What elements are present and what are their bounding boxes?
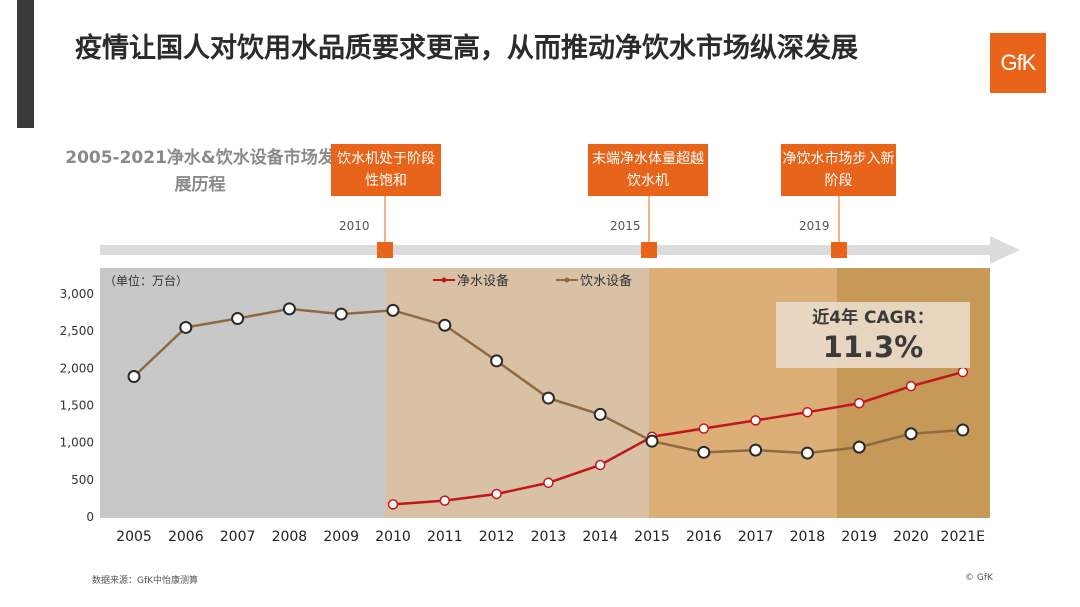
- gfk-logo: GfK: [990, 33, 1046, 93]
- data-point-dispenser: [231, 312, 245, 326]
- data-point-dispenser: [127, 370, 141, 384]
- timeline-year-2015: 2015: [610, 219, 641, 233]
- callout-2010: 饮水机处于阶段性饱和: [331, 144, 441, 196]
- data-point-dispenser: [697, 445, 711, 459]
- x-tick-label: 2012: [479, 529, 515, 545]
- y-tick-label: 3,000: [60, 287, 94, 301]
- x-axis: 2005 2006 2007 2008 2009 2010 2011 2012 2013 2014…: [116, 529, 985, 545]
- phase-bg-1: [100, 268, 385, 518]
- x-tick-label: 2011: [427, 529, 463, 545]
- x-tick-label: 2019: [841, 529, 877, 545]
- data-point-dispenser: [645, 434, 659, 448]
- copyright: © GfK: [965, 573, 993, 583]
- phase-bg-2: [385, 268, 649, 518]
- cagr-value: 11.3%: [823, 330, 924, 364]
- x-tick-label: 2005: [116, 529, 152, 545]
- timeline-arrow: [990, 236, 1020, 264]
- data-point-purifier: [905, 380, 917, 392]
- timeline-bar: [100, 245, 990, 255]
- x-tick-label: 2009: [323, 529, 359, 545]
- data-point-dispenser: [800, 446, 814, 460]
- page-title: 疫情让国人对饮用水品质要求更高，从而推动净饮水市场纵深发展: [75, 33, 858, 64]
- y-tick-label: 500: [71, 473, 94, 487]
- x-tick-label: 2021E: [941, 529, 985, 545]
- x-tick-label: 2014: [582, 529, 618, 545]
- y-tick-label: 2,000: [60, 361, 94, 375]
- data-point-purifier: [853, 398, 865, 409]
- data-point-purifier: [439, 495, 451, 506]
- legend-label-dispenser: 饮水设备: [580, 273, 632, 289]
- data-point-dispenser: [438, 318, 452, 332]
- data-point-purifier: [543, 477, 554, 489]
- data-point-dispenser: [956, 423, 970, 437]
- unit-label: （单位：万台）: [104, 273, 188, 288]
- legend-marker-purifier: [441, 277, 447, 283]
- data-point-purifier: [594, 459, 606, 471]
- data-point-purifier: [750, 415, 761, 426]
- x-tick-label: 2018: [790, 529, 826, 545]
- cagr-label: 近4年 CAGR：: [812, 307, 933, 328]
- y-axis: 0 500 1,000 1,500 2,000 2,500 3,000: [60, 287, 94, 524]
- series-points: [127, 302, 970, 510]
- y-tick-label: 0: [86, 510, 94, 524]
- chart-subtitle: 2005-2021净水&饮水设备市场发展历程: [65, 148, 335, 195]
- data-point-dispenser: [386, 303, 400, 317]
- x-tick-label: 2016: [686, 529, 722, 545]
- x-tick-label: 2015: [634, 529, 670, 545]
- y-tick-label: 1,500: [60, 399, 94, 413]
- data-point-dispenser: [334, 307, 348, 321]
- timeline-year-2010: 2010: [339, 219, 370, 233]
- x-tick-label: 2010: [375, 529, 411, 545]
- data-point-purifier: [698, 423, 710, 434]
- x-tick-label: 2007: [220, 529, 256, 545]
- data-point-dispenser: [282, 302, 296, 316]
- series-line-purifier: [392, 370, 964, 506]
- timeline-marker-2019: [831, 242, 847, 258]
- legend-label-purifier: 净水设备: [457, 273, 509, 289]
- timeline-marker-2015: [641, 242, 657, 258]
- data-point-dispenser: [904, 427, 918, 441]
- data-point-dispenser: [179, 320, 193, 334]
- timeline-marker-2010: [377, 242, 393, 258]
- data-point-purifier: [802, 406, 813, 418]
- data-point-purifier: [387, 499, 399, 510]
- x-tick-label: 2008: [272, 529, 308, 545]
- data-point-dispenser: [749, 443, 763, 457]
- data-point-dispenser: [852, 440, 866, 454]
- cagr-box: [776, 302, 970, 368]
- callout-2019: 净饮水市场步入新阶段: [781, 144, 896, 196]
- data-source: 数据来源：GfK中怡康测算: [92, 576, 199, 586]
- legend: 净水设备 饮水设备: [433, 273, 632, 289]
- data-point-dispenser: [541, 391, 555, 405]
- x-tick-label: 2020: [893, 529, 929, 545]
- x-tick-label: 2017: [738, 529, 774, 545]
- timeline-year-2019: 2019: [799, 219, 830, 233]
- y-tick-label: 2,500: [60, 324, 94, 338]
- x-tick-label: 2013: [531, 529, 567, 545]
- data-point-purifier: [491, 488, 502, 500]
- legend-marker-dispenser: [564, 277, 570, 283]
- data-point-dispenser: [490, 354, 504, 368]
- data-point-dispenser: [593, 407, 607, 421]
- x-tick-label: 2006: [168, 529, 204, 545]
- callout-2015: 末端净水体量超越饮水机: [588, 144, 708, 196]
- data-point-purifier: [957, 366, 969, 378]
- accent-side-bar: [17, 0, 34, 128]
- y-tick-label: 1,000: [60, 436, 94, 450]
